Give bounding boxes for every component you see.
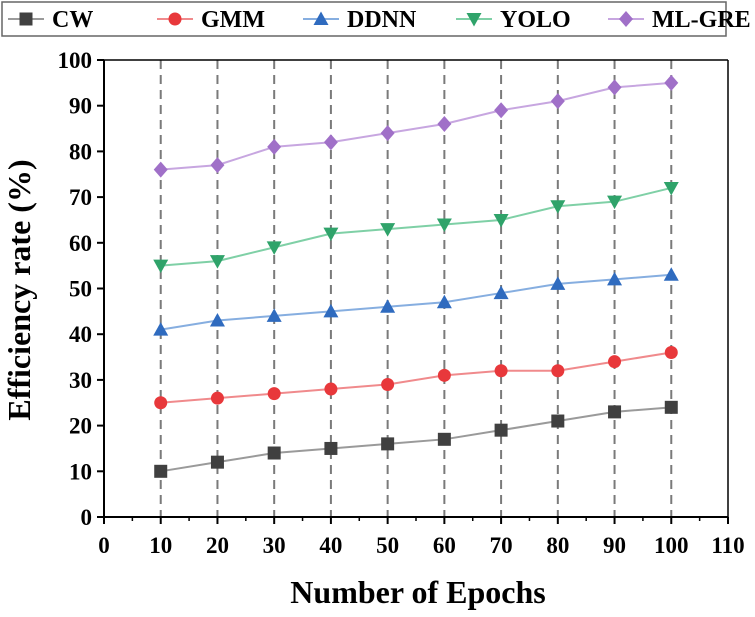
data-point-yolo xyxy=(209,255,225,269)
y-tick-label: 60 xyxy=(69,231,92,256)
data-point-cw xyxy=(437,432,451,446)
data-point-ml-gre xyxy=(210,157,225,174)
data-point-cw xyxy=(608,405,622,419)
axes xyxy=(97,59,729,524)
data-point-ddnn xyxy=(209,312,225,327)
data-point-ddnn xyxy=(323,303,339,318)
y-tick-label: 0 xyxy=(81,505,93,530)
data-point-ddnn xyxy=(266,308,282,322)
x-axis-title: Number of Epochs xyxy=(290,574,545,610)
x-tick-label: 0 xyxy=(98,533,110,558)
y-tick-label: 100 xyxy=(58,48,93,73)
data-point-yolo xyxy=(380,223,396,237)
tick-labels: 0 10 20 30 40 50 60 70 80 90 100 0 10 20 30 40 50 60 70 80 9… xyxy=(58,48,745,558)
data-point-ml-gre xyxy=(437,115,452,132)
data-point-gmm xyxy=(154,396,168,410)
data-point-cw xyxy=(664,400,678,414)
data-point-gmm xyxy=(551,364,565,378)
data-point-cw xyxy=(494,423,508,437)
y-tick-label: 20 xyxy=(69,414,92,439)
data-point-ml-gre xyxy=(664,74,679,91)
data-point-ddnn xyxy=(380,299,396,313)
data-point-ml-gre xyxy=(550,93,565,110)
series-line-cw xyxy=(160,406,672,473)
legend-label-yolo: YOLO xyxy=(500,7,571,33)
data-point-yolo xyxy=(323,227,339,242)
data-point-ml-gre xyxy=(153,161,168,178)
data-point-gmm xyxy=(437,368,451,382)
legend-marker-ml-gre xyxy=(619,11,633,27)
data-point-gmm xyxy=(664,345,678,359)
data-point-gmm xyxy=(494,364,508,378)
data-point-cw xyxy=(267,446,281,460)
data-point-cw xyxy=(381,437,395,451)
x-tick-label: 10 xyxy=(149,533,172,558)
data-point-yolo xyxy=(266,241,282,255)
series-group xyxy=(153,74,679,478)
data-point-gmm xyxy=(381,377,395,391)
legend: CW GMM DDNN YOLO ML-GRE xyxy=(1,1,751,37)
data-point-ddnn xyxy=(493,285,509,300)
x-tick-label: 50 xyxy=(376,533,399,558)
data-point-ddnn xyxy=(153,322,169,336)
data-point-ddnn xyxy=(607,271,623,286)
legend-marker-gmm xyxy=(168,12,182,26)
x-tick-label: 70 xyxy=(490,533,513,558)
data-point-cw xyxy=(154,464,168,478)
x-tick-label: 30 xyxy=(263,533,286,558)
data-point-yolo xyxy=(153,259,169,274)
data-point-yolo xyxy=(550,200,566,214)
data-point-ml-gre xyxy=(267,138,282,155)
data-point-cw xyxy=(551,414,565,428)
legend-marker-cw xyxy=(19,12,33,26)
legend-label-ml-gre: ML-GRE xyxy=(652,7,751,33)
data-point-yolo xyxy=(493,213,509,228)
data-point-ddnn xyxy=(436,294,452,309)
legend-marker-yolo xyxy=(466,13,482,27)
data-point-yolo xyxy=(663,181,679,196)
series-line-ddnn xyxy=(160,273,672,331)
series-line-gmm xyxy=(160,351,672,404)
legend-label-gmm: GMM xyxy=(201,7,265,33)
legend-label-ddnn: DDNN xyxy=(347,7,417,33)
x-tick-label: 20 xyxy=(206,533,229,558)
y-tick-label: 10 xyxy=(69,459,92,484)
y-tick-label: 30 xyxy=(69,368,92,393)
data-point-gmm xyxy=(267,387,281,401)
data-point-cw xyxy=(324,441,338,455)
data-point-ml-gre xyxy=(494,102,509,119)
legend-marker-ddnn xyxy=(313,11,329,25)
y-axis-title: Efficiency rate (%) xyxy=(1,159,37,420)
data-point-gmm xyxy=(608,355,622,369)
legend-box xyxy=(1,1,727,37)
x-tick-label: 100 xyxy=(654,533,689,558)
data-point-yolo xyxy=(436,218,452,233)
data-point-ddnn xyxy=(550,276,566,290)
y-tick-label: 90 xyxy=(69,94,92,119)
data-point-ml-gre xyxy=(607,79,622,96)
x-tick-label: 60 xyxy=(433,533,456,558)
x-tick-label: 110 xyxy=(711,533,744,558)
x-tick-label: 90 xyxy=(603,533,626,558)
data-point-gmm xyxy=(324,382,338,396)
x-tick-label: 80 xyxy=(546,533,569,558)
series-line-ml-gre xyxy=(160,81,672,171)
x-tick-label: 40 xyxy=(319,533,342,558)
data-point-yolo xyxy=(607,195,623,210)
y-tick-label: 50 xyxy=(69,277,92,302)
y-tick-label: 40 xyxy=(69,322,92,347)
y-tick-label: 80 xyxy=(69,139,92,164)
series-line-yolo xyxy=(160,186,672,267)
data-point-ml-gre xyxy=(380,125,395,142)
data-point-ml-gre xyxy=(323,134,338,151)
y-tick-label: 70 xyxy=(69,185,92,210)
data-point-cw xyxy=(210,455,224,469)
grid-lines xyxy=(159,60,673,517)
data-point-ddnn xyxy=(663,267,679,281)
legend-label-cw: CW xyxy=(52,7,93,33)
data-point-gmm xyxy=(210,391,224,405)
